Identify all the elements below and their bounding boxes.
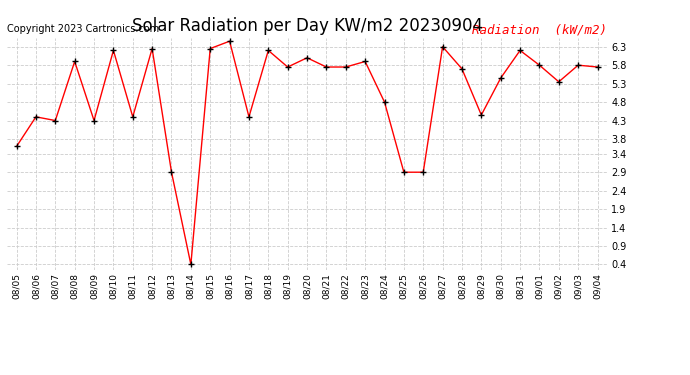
Text: Copyright 2023 Cartronics.com: Copyright 2023 Cartronics.com	[7, 24, 159, 33]
Text: Radiation  (kW/m2): Radiation (kW/m2)	[472, 24, 607, 36]
Title: Solar Radiation per Day KW/m2 20230904: Solar Radiation per Day KW/m2 20230904	[132, 16, 482, 34]
